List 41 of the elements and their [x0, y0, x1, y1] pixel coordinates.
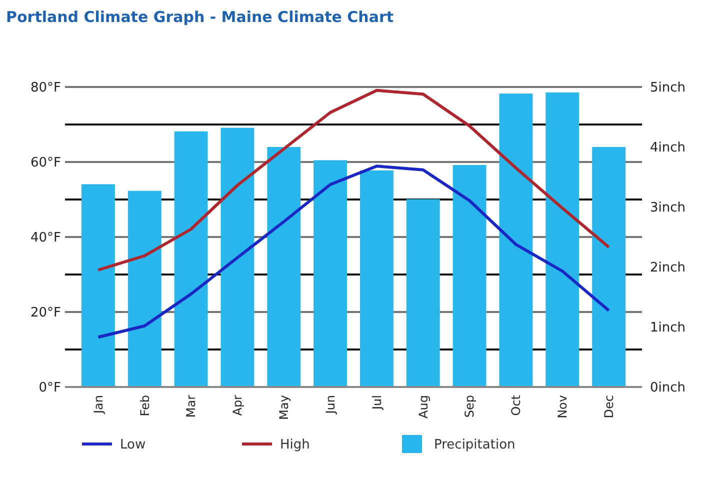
y-tick-label: 20°F	[30, 306, 61, 321]
bar	[267, 147, 301, 387]
y-tick-label: 40°F	[30, 230, 61, 246]
line-series	[96, 88, 610, 272]
x-tick-label: Aug	[416, 395, 430, 418]
y2-tick-label: 0inch	[650, 380, 686, 396]
y-tick-label: 0°F	[38, 380, 61, 396]
bar	[499, 94, 533, 387]
bar	[220, 128, 254, 387]
bar	[314, 160, 347, 387]
x-tick-label: Feb	[138, 395, 152, 416]
legend-label: Low	[120, 438, 146, 453]
x-tick-label: Nov	[556, 395, 570, 418]
chart-title: Portland Climate Graph - Maine Climate Chart	[6, 8, 394, 26]
x-tick-label: Jul	[370, 395, 384, 410]
line-series	[96, 164, 610, 339]
bar	[82, 184, 115, 387]
y2-tick-label: 3inch	[650, 200, 686, 216]
bar	[592, 147, 626, 387]
x-tick-label: Sep	[462, 395, 477, 418]
x-tick-label: May	[277, 395, 292, 420]
legend-label: Precipitation	[434, 438, 516, 453]
y2-tick-label: 4inch	[650, 140, 686, 156]
x-tick-label: Jan	[91, 395, 106, 414]
x-tick-label: Oct	[509, 394, 524, 416]
bar	[406, 199, 440, 387]
y2-tick-label: 5inch	[650, 80, 686, 96]
x-tick-label: Jun	[323, 395, 338, 415]
y2-tick-label: 1inch	[650, 320, 686, 336]
x-tick-label: Mar	[184, 394, 198, 418]
bar	[360, 170, 394, 387]
y-tick-label: 80°F	[30, 80, 61, 96]
legend-label: High	[280, 438, 310, 453]
x-tick-label: Dec	[602, 395, 616, 418]
x-tick-label: Apr	[230, 394, 245, 416]
y-tick-label: 60°F	[30, 156, 61, 171]
bar	[128, 190, 162, 387]
bar	[452, 165, 486, 387]
y2-tick-label: 2inch	[650, 260, 686, 276]
bar	[546, 92, 580, 387]
bar	[174, 131, 208, 387]
